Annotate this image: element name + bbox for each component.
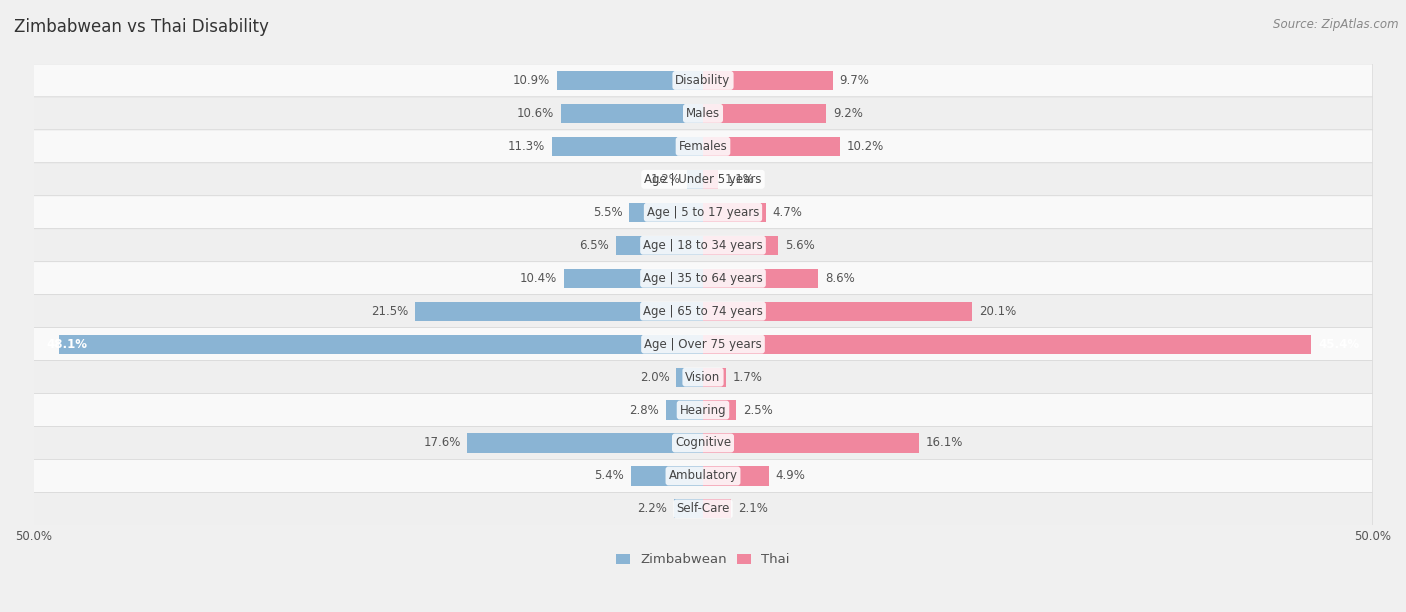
Bar: [551, 137, 703, 156]
Text: 2.5%: 2.5%: [744, 403, 773, 417]
FancyBboxPatch shape: [34, 196, 1372, 229]
Text: Males: Males: [686, 107, 720, 120]
Text: Zimbabwean vs Thai Disability: Zimbabwean vs Thai Disability: [14, 18, 269, 36]
Text: Vision: Vision: [685, 371, 721, 384]
Text: Hearing: Hearing: [679, 403, 727, 417]
FancyBboxPatch shape: [34, 394, 1372, 427]
Bar: [467, 433, 703, 452]
Bar: [665, 400, 703, 420]
Text: 5.6%: 5.6%: [785, 239, 814, 252]
FancyBboxPatch shape: [34, 295, 1372, 327]
Bar: [703, 203, 766, 222]
Text: 10.2%: 10.2%: [846, 140, 883, 153]
Bar: [676, 368, 703, 387]
Text: 11.3%: 11.3%: [508, 140, 546, 153]
Bar: [703, 433, 918, 452]
Bar: [703, 499, 731, 518]
Text: 45.4%: 45.4%: [1317, 338, 1360, 351]
Bar: [703, 170, 717, 189]
Bar: [703, 368, 725, 387]
Text: 2.0%: 2.0%: [640, 371, 669, 384]
Text: 21.5%: 21.5%: [371, 305, 408, 318]
Text: 1.7%: 1.7%: [733, 371, 762, 384]
Text: 2.1%: 2.1%: [738, 502, 768, 515]
Legend: Zimbabwean, Thai: Zimbabwean, Thai: [612, 548, 794, 572]
Text: Source: ZipAtlas.com: Source: ZipAtlas.com: [1274, 18, 1399, 31]
FancyBboxPatch shape: [34, 64, 1372, 97]
Bar: [564, 269, 703, 288]
Bar: [631, 466, 703, 485]
Text: Females: Females: [679, 140, 727, 153]
Text: 20.1%: 20.1%: [979, 305, 1017, 318]
Text: 4.7%: 4.7%: [773, 206, 803, 218]
Text: 1.2%: 1.2%: [651, 173, 681, 186]
Text: 9.7%: 9.7%: [839, 74, 869, 87]
Text: Disability: Disability: [675, 74, 731, 87]
FancyBboxPatch shape: [34, 163, 1372, 196]
Text: 8.6%: 8.6%: [825, 272, 855, 285]
FancyBboxPatch shape: [34, 493, 1372, 525]
Text: Age | 18 to 34 years: Age | 18 to 34 years: [643, 239, 763, 252]
Text: 10.4%: 10.4%: [520, 272, 557, 285]
Bar: [703, 104, 827, 123]
Bar: [630, 203, 703, 222]
Text: 48.1%: 48.1%: [46, 338, 89, 351]
Text: 4.9%: 4.9%: [775, 469, 806, 482]
Bar: [703, 335, 1310, 354]
Text: 2.2%: 2.2%: [637, 502, 666, 515]
Bar: [557, 71, 703, 90]
Text: 17.6%: 17.6%: [423, 436, 461, 449]
FancyBboxPatch shape: [34, 97, 1372, 130]
Bar: [703, 236, 778, 255]
Bar: [673, 499, 703, 518]
Bar: [688, 170, 703, 189]
Text: 9.2%: 9.2%: [832, 107, 863, 120]
Text: 6.5%: 6.5%: [579, 239, 609, 252]
Text: 10.6%: 10.6%: [517, 107, 554, 120]
Bar: [59, 335, 703, 354]
Text: Age | 35 to 64 years: Age | 35 to 64 years: [643, 272, 763, 285]
Text: 1.1%: 1.1%: [724, 173, 754, 186]
FancyBboxPatch shape: [34, 130, 1372, 163]
Bar: [703, 466, 769, 485]
Text: Ambulatory: Ambulatory: [668, 469, 738, 482]
Text: 5.5%: 5.5%: [593, 206, 623, 218]
Text: 2.8%: 2.8%: [628, 403, 659, 417]
Text: 10.9%: 10.9%: [513, 74, 550, 87]
Bar: [561, 104, 703, 123]
Text: Age | Over 75 years: Age | Over 75 years: [644, 338, 762, 351]
Text: 5.4%: 5.4%: [595, 469, 624, 482]
Bar: [616, 236, 703, 255]
Bar: [703, 269, 818, 288]
FancyBboxPatch shape: [34, 327, 1372, 360]
Bar: [703, 137, 839, 156]
Text: Age | 5 to 17 years: Age | 5 to 17 years: [647, 206, 759, 218]
Bar: [703, 302, 972, 321]
FancyBboxPatch shape: [34, 262, 1372, 295]
Text: 16.1%: 16.1%: [925, 436, 963, 449]
Text: Cognitive: Cognitive: [675, 436, 731, 449]
FancyBboxPatch shape: [34, 460, 1372, 493]
FancyBboxPatch shape: [34, 229, 1372, 262]
Text: Self-Care: Self-Care: [676, 502, 730, 515]
Bar: [415, 302, 703, 321]
Text: Age | 65 to 74 years: Age | 65 to 74 years: [643, 305, 763, 318]
Bar: [703, 400, 737, 420]
Bar: [703, 71, 832, 90]
FancyBboxPatch shape: [34, 360, 1372, 394]
Text: Age | Under 5 years: Age | Under 5 years: [644, 173, 762, 186]
FancyBboxPatch shape: [34, 427, 1372, 460]
